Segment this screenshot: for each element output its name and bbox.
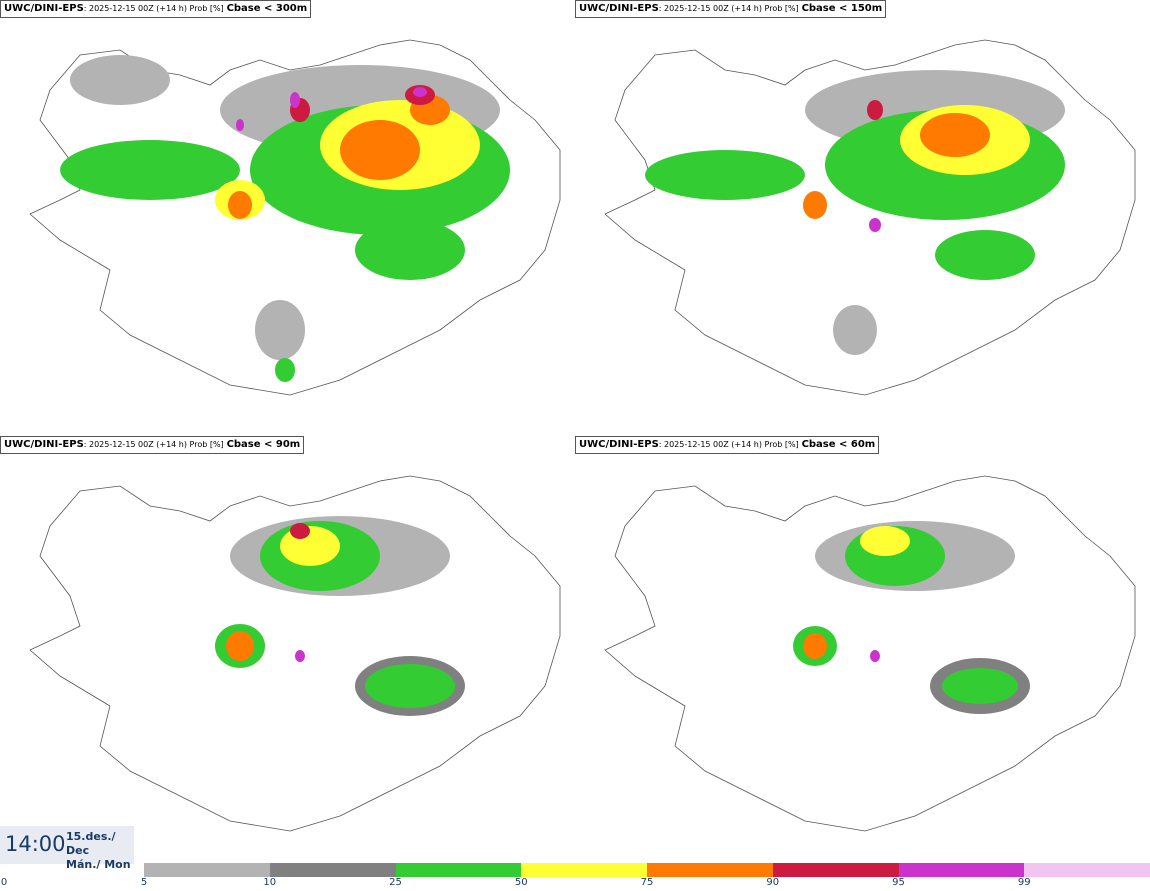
- legend-segment: [144, 863, 270, 877]
- legend-segment: [647, 863, 773, 877]
- map-panel-cbase-90: UWC/DINI-EPS: 2025-12-15 00Z (+14 h) Pro…: [0, 436, 575, 872]
- panel-title: UWC/DINI-EPS: 2025-12-15 00Z (+14 h) Pro…: [575, 0, 887, 18]
- legend-tick-label: 5: [140, 877, 148, 888]
- legend-segment: [521, 863, 647, 877]
- legend-tick-label: 10: [263, 877, 277, 888]
- map-panel-cbase-300: UWC/DINI-EPS: 2025-12-15 00Z (+14 h) Pro…: [0, 0, 575, 436]
- panel-title: UWC/DINI-EPS: 2025-12-15 00Z (+14 h) Pro…: [0, 0, 312, 18]
- panel-title: UWC/DINI-EPS: 2025-12-15 00Z (+14 h) Pro…: [0, 436, 305, 454]
- legend-segment: [395, 863, 522, 877]
- iceland-map: [604, 475, 1136, 832]
- legend-tick-label: 99: [1017, 877, 1031, 888]
- valid-date: 15.des./ Dec Mán./ Mon: [66, 830, 134, 872]
- legend-segment: [772, 863, 899, 877]
- legend-tick-label: 75: [640, 877, 654, 888]
- color-legend: [144, 863, 1150, 877]
- legend-tick-label: 25: [389, 877, 402, 888]
- legend-tick-label: 90: [766, 877, 780, 888]
- valid-date-line-1: 15.des./ Dec: [66, 830, 116, 857]
- legend-tick-label: 0: [0, 877, 8, 888]
- iceland-map: [604, 39, 1136, 396]
- legend-segment: [269, 863, 396, 877]
- valid-time-box: 14:00 15.des./ Dec Mán./ Mon: [0, 826, 134, 871]
- valid-date-line-2: Mán./ Mon: [66, 858, 131, 871]
- legend-tick-label: 95: [892, 877, 905, 888]
- iceland-map: [29, 475, 561, 832]
- map-panel-cbase-150: UWC/DINI-EPS: 2025-12-15 00Z (+14 h) Pro…: [575, 0, 1150, 436]
- valid-time: 14:00: [5, 832, 66, 856]
- legend-tick-label: 50: [514, 877, 528, 888]
- legend-segment: [1024, 863, 1150, 877]
- panel-title: UWC/DINI-EPS: 2025-12-15 00Z (+14 h) Pro…: [575, 436, 880, 454]
- iceland-map: [29, 39, 561, 396]
- legend-segment: [898, 863, 1025, 877]
- map-panel-cbase-60: UWC/DINI-EPS: 2025-12-15 00Z (+14 h) Pro…: [575, 436, 1150, 872]
